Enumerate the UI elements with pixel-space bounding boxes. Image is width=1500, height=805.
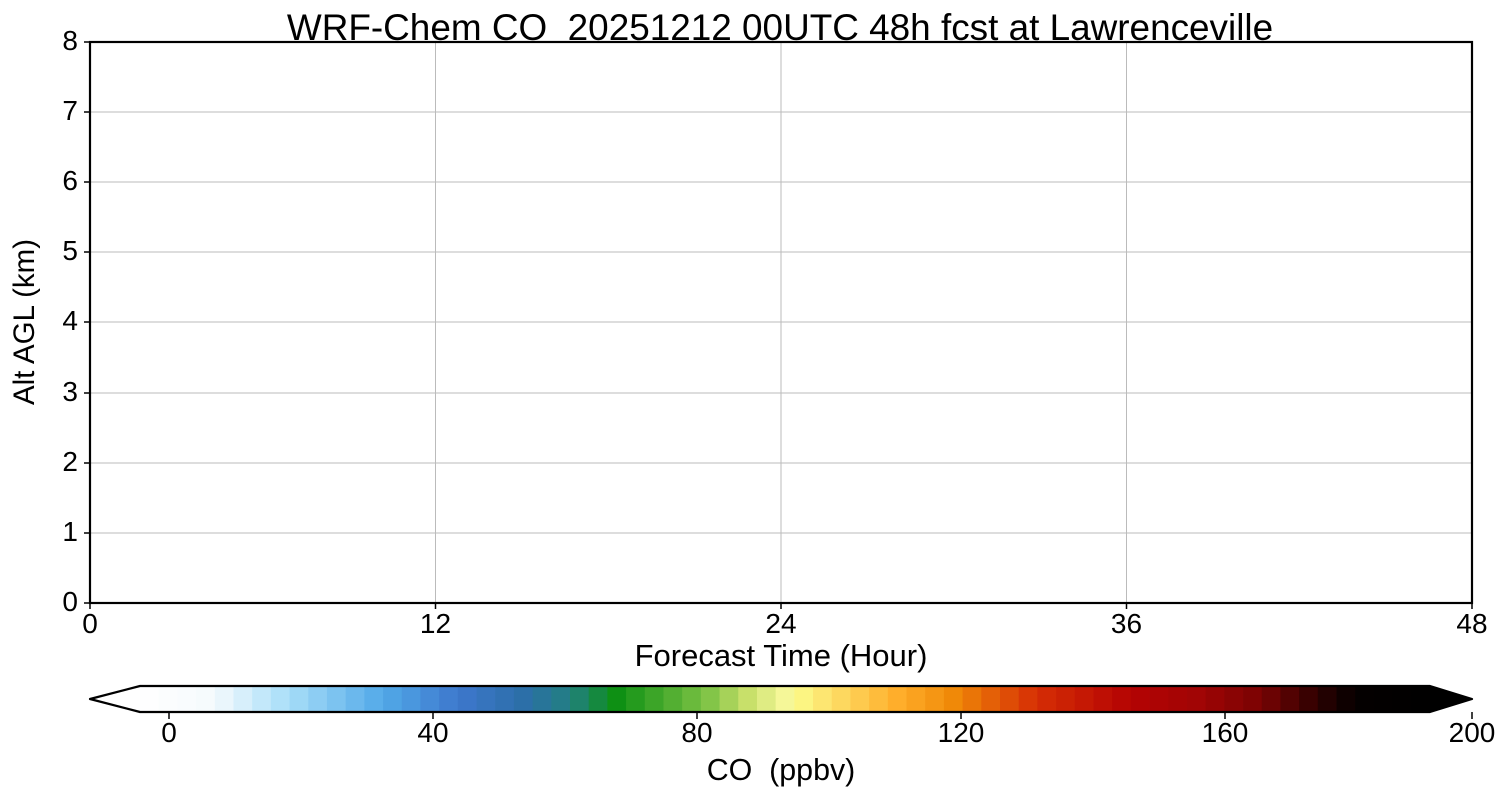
svg-text:1: 1	[62, 516, 78, 547]
svg-text:0: 0	[161, 717, 177, 748]
svg-text:200: 200	[1449, 717, 1496, 748]
svg-text:3: 3	[62, 376, 78, 407]
svg-text:0: 0	[62, 586, 78, 617]
svg-text:4: 4	[62, 305, 78, 336]
svg-text:120: 120	[938, 717, 985, 748]
svg-text:Forecast Time (Hour): Forecast Time (Hour)	[635, 638, 928, 673]
svg-text:CO (ppbv): CO (ppbv)	[707, 753, 856, 787]
svg-text:40: 40	[417, 717, 448, 748]
svg-text:12: 12	[420, 608, 451, 639]
svg-text:7: 7	[62, 95, 78, 126]
svg-text:48: 48	[1456, 608, 1487, 639]
svg-text:160: 160	[1202, 717, 1249, 748]
svg-text:5: 5	[62, 235, 78, 266]
svg-text:0: 0	[82, 608, 98, 639]
svg-text:Alt AGL (km): Alt AGL (km)	[8, 239, 41, 405]
svg-text:8: 8	[62, 25, 78, 56]
svg-text:6: 6	[62, 165, 78, 196]
svg-text:24: 24	[765, 608, 796, 639]
svg-text:80: 80	[681, 717, 712, 748]
svg-text:2: 2	[62, 446, 78, 477]
svg-text:36: 36	[1111, 608, 1142, 639]
